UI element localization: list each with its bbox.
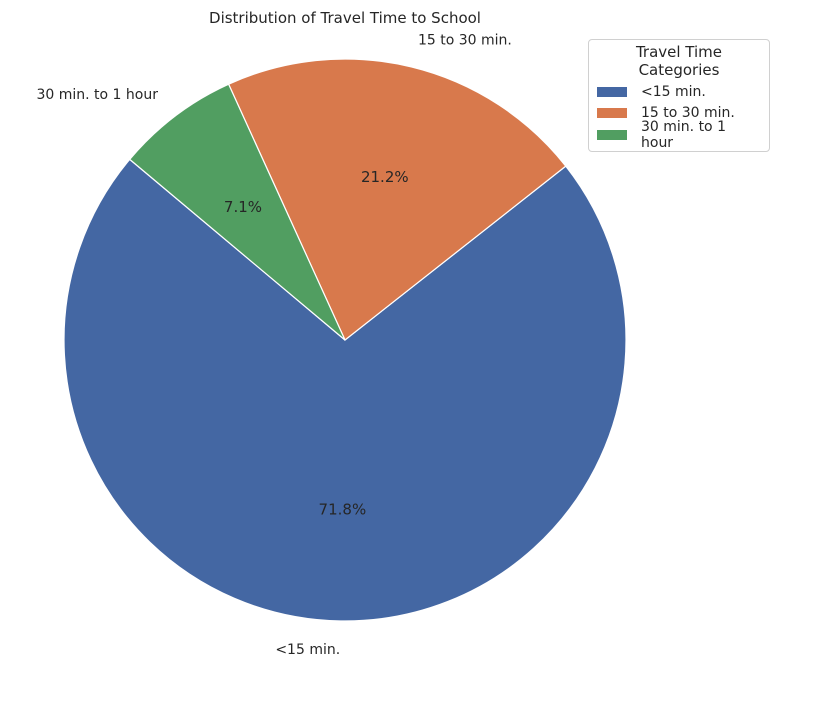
slice-label-15-30: 15 to 30 min. — [418, 33, 512, 49]
percent-label-15-30: 21.2% — [361, 168, 409, 186]
slice-labels: <15 min. 15 to 30 min. 30 min. to 1 hour — [36, 33, 511, 658]
legend-item-lt15: <15 min. — [597, 81, 761, 103]
legend-label-lt15: <15 min. — [641, 83, 706, 100]
legend-swatch-lt15 — [597, 86, 627, 97]
percent-label-lt15: 71.8% — [319, 501, 367, 519]
legend-item-15-30: 15 to 30 min. — [597, 103, 761, 125]
legend-label-30-60: 30 min. to 1 hour — [641, 118, 726, 151]
percent-labels: 71.8% 21.2% 7.1% — [224, 168, 409, 518]
slice-label-lt15: <15 min. — [275, 642, 340, 658]
legend-title: Travel Time Categories — [635, 43, 723, 79]
legend-label-15-30: 15 to 30 min. — [641, 105, 735, 122]
pie-slices — [63, 58, 627, 622]
chart-title: Distribution of Travel Time to School — [209, 9, 481, 27]
pie-slice-15-30 — [227, 58, 567, 341]
slice-label-30-60: 30 min. to 1 hour — [36, 87, 158, 103]
pie-slice-lt15 — [63, 158, 627, 622]
legend-swatch-15-30 — [597, 108, 627, 119]
percent-label-30-60: 7.1% — [224, 198, 262, 216]
legend-swatch-30-60 — [597, 129, 627, 140]
pie-slice-30-60 — [128, 83, 346, 341]
legend: Travel Time Categories <15 min. 15 to 30… — [588, 39, 770, 152]
legend-item-30-60: 30 min. to 1 hour — [597, 119, 761, 151]
